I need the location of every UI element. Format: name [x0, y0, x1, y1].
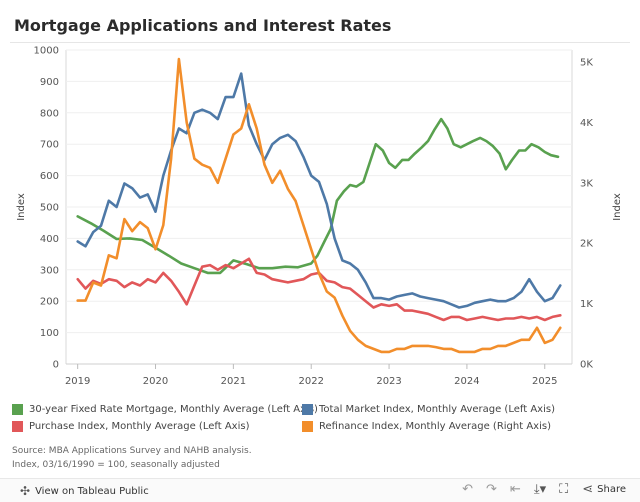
- right-axis-ticks: 0K 1K 2K 3K 4K 5K: [580, 58, 593, 371]
- download-icon[interactable]: ⤓▾: [533, 482, 547, 497]
- series-line-purchase[interactable]: [76, 257, 562, 322]
- right-tick-label: 5K: [580, 58, 593, 69]
- toolbar-actions: ↶ ↷ ⇤ ⤓▾ ⛶ ⋖ Share: [449, 482, 626, 497]
- x-axis-ticks: 2019 2020 2021 2022 2023 2024 2025: [65, 364, 557, 387]
- left-axis-label: Index: [16, 193, 27, 221]
- grid: [65, 49, 573, 365]
- series-line-total-market[interactable]: [76, 72, 562, 309]
- title-divider: [10, 42, 630, 43]
- left-tick-label: 600: [40, 171, 59, 182]
- chart-notes: Source: MBA Applications Survey and NAHB…: [12, 444, 252, 472]
- legend-swatch-fixed-rate: [12, 404, 23, 415]
- index-note: Index, 03/16/1990 = 100, seasonally adju…: [12, 460, 220, 470]
- legend-item-refinance[interactable]: Refinance Index, Monthly Average (Right …: [302, 421, 551, 432]
- share-label: Share: [597, 484, 626, 495]
- share-icon: ⋖: [582, 482, 594, 497]
- redo-icon[interactable]: ↷: [486, 482, 497, 497]
- x-tick-label: 2022: [298, 376, 323, 387]
- x-tick-label: 2025: [532, 376, 557, 387]
- left-tick-label: 700: [40, 140, 59, 151]
- legend-swatch-purchase: [12, 421, 23, 432]
- left-tick-label: 500: [40, 203, 59, 214]
- left-tick-label: 800: [40, 108, 59, 119]
- right-tick-label: 0K: [580, 360, 593, 371]
- source-note: Source: MBA Applications Survey and NAHB…: [12, 446, 252, 456]
- right-axis-label: Index: [612, 193, 623, 221]
- x-tick-label: 2023: [376, 376, 401, 387]
- series-lines[interactable]: [76, 57, 562, 354]
- view-on-tableau-label: View on Tableau Public: [35, 485, 149, 497]
- legend-swatch-refinance: [302, 421, 313, 432]
- fullscreen-icon[interactable]: ⛶: [559, 482, 569, 497]
- x-tick-label: 2021: [221, 376, 246, 387]
- left-axis-ticks: 0 100 200 300 400 500 600 700 800 900 1000: [34, 46, 59, 371]
- view-on-tableau-link[interactable]: ✣ View on Tableau Public: [20, 484, 149, 498]
- left-tick-label: 400: [40, 234, 59, 245]
- legend-label-purchase: Purchase Index, Monthly Average (Left Ax…: [29, 421, 250, 432]
- legend-swatch-total-market: [302, 404, 313, 415]
- right-tick-label: 4K: [580, 118, 593, 129]
- revert-icon[interactable]: ⇤: [509, 482, 521, 497]
- left-tick-label: 1000: [34, 46, 59, 57]
- series-line-fixed-rate[interactable]: [76, 117, 560, 275]
- series-line-refinance[interactable]: [76, 57, 562, 354]
- left-tick-label: 200: [40, 297, 59, 308]
- legend-label-refinance: Refinance Index, Monthly Average (Right …: [319, 421, 551, 432]
- right-tick-label: 2K: [580, 239, 593, 250]
- x-tick-label: 2024: [454, 376, 479, 387]
- left-tick-label: 300: [40, 265, 59, 276]
- left-tick-label: 900: [40, 77, 59, 88]
- x-tick-label: 2019: [65, 376, 90, 387]
- page-title: Mortgage Applications and Interest Rates: [14, 16, 392, 35]
- legend-item-fixed-rate[interactable]: 30-year Fixed Rate Mortgage, Monthly Ave…: [12, 404, 318, 415]
- share-button[interactable]: ⋖ Share: [582, 482, 626, 497]
- legend-label-total-market: Total Market Index, Monthly Average (Lef…: [319, 404, 555, 415]
- tableau-icon: ✣: [20, 484, 31, 498]
- line-chart[interactable]: 0 100 200 300 400 500 600 700 800 900 1000 0K 1K 2K 3…: [0, 0, 640, 400]
- legend-item-purchase[interactable]: Purchase Index, Monthly Average (Left Ax…: [12, 421, 249, 432]
- left-tick-label: 100: [40, 328, 59, 339]
- right-tick-label: 3K: [580, 178, 593, 189]
- tableau-toolbar: ✣ View on Tableau Public ↶ ↷ ⇤ ⤓▾ ⛶ ⋖ Sh…: [0, 478, 640, 502]
- x-tick-label: 2020: [143, 376, 168, 387]
- undo-icon[interactable]: ↶: [462, 482, 474, 497]
- legend-label-fixed-rate: 30-year Fixed Rate Mortgage, Monthly Ave…: [29, 404, 318, 415]
- left-tick-label: 0: [53, 360, 59, 371]
- legend-item-total-market[interactable]: Total Market Index, Monthly Average (Lef…: [302, 404, 555, 415]
- right-tick-label: 1K: [580, 299, 593, 310]
